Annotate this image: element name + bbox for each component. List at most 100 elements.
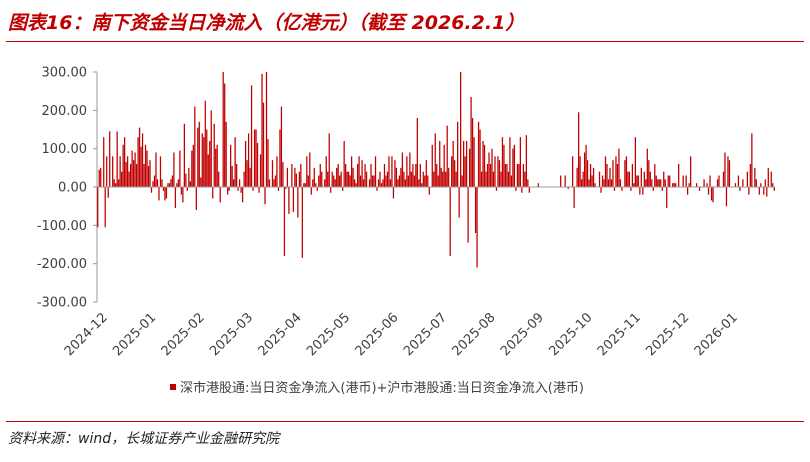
bar bbox=[113, 179, 115, 187]
bar bbox=[476, 187, 478, 268]
bar bbox=[655, 175, 657, 187]
bar bbox=[675, 183, 677, 187]
bar bbox=[755, 179, 757, 187]
bar bbox=[624, 160, 626, 187]
bar bbox=[152, 181, 154, 187]
bar bbox=[241, 187, 244, 203]
bar bbox=[345, 164, 347, 187]
bar bbox=[646, 148, 648, 187]
bar bbox=[386, 171, 389, 187]
bar bbox=[669, 175, 671, 187]
bar bbox=[135, 164, 138, 187]
bar bbox=[698, 187, 701, 191]
bar bbox=[651, 179, 653, 187]
y-axis: 300.00 200.00 100.00 0.00 -100.00 -200.00 -300… bbox=[37, 66, 98, 311]
bar bbox=[171, 175, 174, 187]
x-tick-label: 2025-11 bbox=[595, 310, 644, 359]
bar bbox=[212, 187, 214, 199]
bar bbox=[385, 175, 387, 187]
bar bbox=[274, 175, 277, 187]
bar bbox=[480, 171, 483, 187]
bar bbox=[218, 171, 220, 187]
bar bbox=[134, 152, 136, 187]
bar bbox=[567, 187, 569, 189]
bar bbox=[174, 187, 177, 209]
bar bbox=[153, 175, 156, 187]
bar bbox=[119, 156, 121, 187]
bar bbox=[200, 177, 202, 187]
legend-label: 深市港股通:当日资金净流入(港币)+沪市港股通:当日资金净流入(港币) bbox=[180, 380, 584, 396]
bar bbox=[613, 187, 616, 191]
bar bbox=[376, 187, 378, 191]
bar bbox=[509, 137, 511, 187]
bar bbox=[589, 164, 592, 187]
bar bbox=[725, 187, 728, 207]
bar bbox=[259, 154, 262, 187]
bar bbox=[737, 175, 740, 187]
bar bbox=[486, 164, 489, 187]
bar bbox=[501, 137, 504, 187]
bar bbox=[461, 175, 463, 187]
bar bbox=[325, 156, 327, 187]
bar bbox=[630, 187, 632, 191]
bar bbox=[377, 179, 380, 187]
bar bbox=[364, 164, 366, 187]
bar bbox=[754, 167, 756, 187]
bar bbox=[727, 156, 729, 187]
bar bbox=[352, 167, 354, 187]
bar bbox=[467, 187, 469, 243]
bar bbox=[97, 187, 99, 228]
bar bbox=[234, 137, 236, 187]
bar bbox=[616, 164, 619, 187]
bar bbox=[197, 127, 199, 187]
bar bbox=[734, 183, 737, 187]
bar bbox=[300, 164, 302, 187]
bar bbox=[180, 187, 183, 195]
x-tick-label: 2026-01 bbox=[692, 310, 741, 359]
legend-swatch bbox=[170, 384, 176, 390]
bar bbox=[204, 100, 206, 187]
bar bbox=[279, 129, 281, 187]
bar bbox=[121, 171, 123, 187]
bar bbox=[633, 183, 635, 187]
bar bbox=[482, 141, 484, 187]
bar bbox=[128, 171, 130, 187]
bar bbox=[724, 152, 726, 187]
bar bbox=[522, 164, 524, 187]
bar bbox=[126, 156, 129, 187]
bar bbox=[503, 144, 505, 187]
bar bbox=[291, 164, 293, 187]
source-rule bbox=[6, 421, 804, 422]
bar bbox=[410, 171, 412, 187]
bar bbox=[649, 171, 651, 187]
bar bbox=[585, 144, 587, 187]
x-tick-label: 2025-06 bbox=[353, 310, 402, 359]
bar bbox=[233, 179, 235, 187]
bar bbox=[498, 160, 501, 187]
bar bbox=[654, 164, 656, 187]
bar bbox=[707, 187, 710, 195]
bar bbox=[359, 175, 362, 187]
bar bbox=[209, 141, 211, 187]
bar bbox=[667, 175, 669, 187]
bar bbox=[373, 175, 375, 187]
bar bbox=[112, 156, 114, 187]
bar bbox=[271, 160, 274, 187]
bar bbox=[573, 187, 575, 209]
bar bbox=[422, 171, 424, 187]
bar bbox=[477, 121, 480, 187]
bar bbox=[678, 164, 680, 187]
bar bbox=[527, 179, 529, 187]
bar bbox=[451, 156, 453, 187]
y-tick-label: 100.00 bbox=[42, 142, 88, 157]
bar bbox=[165, 187, 168, 199]
bar bbox=[219, 187, 221, 203]
bar bbox=[722, 171, 725, 187]
bar bbox=[401, 152, 404, 187]
bar bbox=[673, 183, 675, 187]
bar bbox=[222, 72, 224, 187]
bar bbox=[594, 183, 596, 187]
bar bbox=[491, 148, 493, 187]
bar bbox=[474, 187, 477, 233]
bar bbox=[194, 106, 196, 187]
